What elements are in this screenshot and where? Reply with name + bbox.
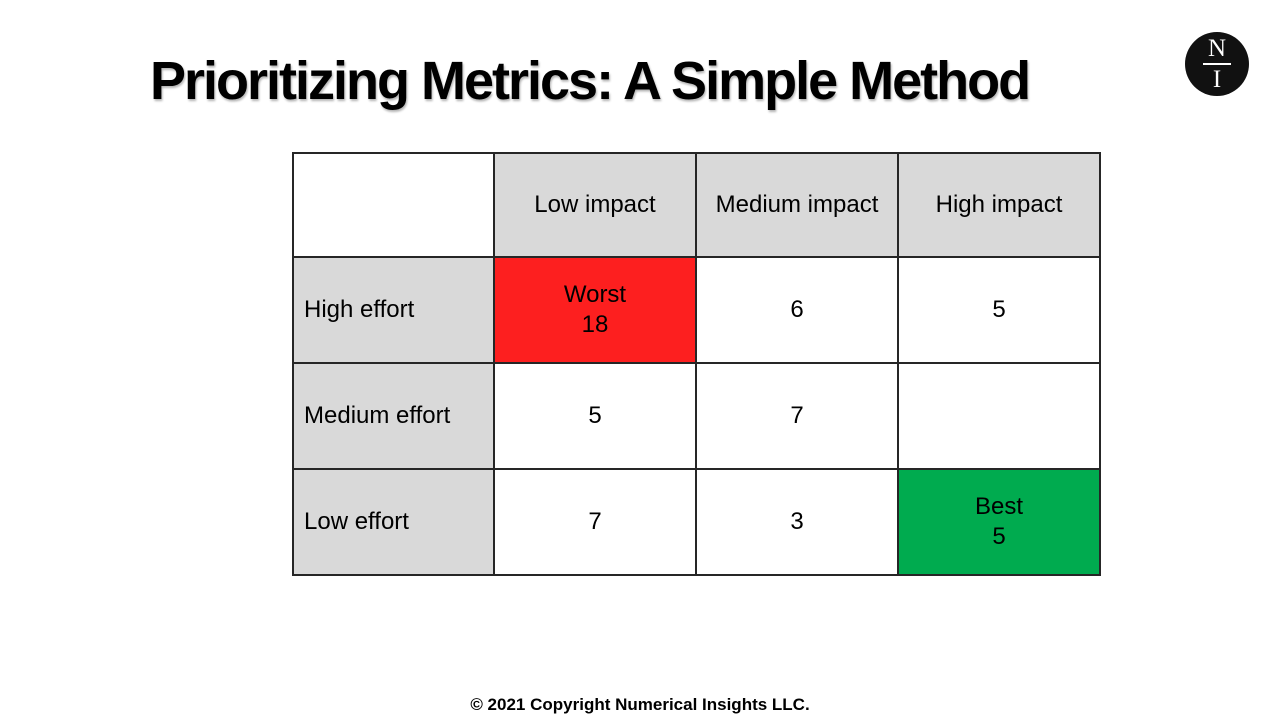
numerical-insights-logo: N I [1185, 32, 1249, 96]
cell-high-effort-low-impact-worst: Worst 18 [493, 256, 697, 364]
cell-low-effort-low-impact: 7 [493, 468, 697, 576]
row-header-medium-effort: Medium effort [292, 362, 495, 470]
row-header-low-effort: Low effort [292, 468, 495, 576]
logo-letter-n: N [1202, 36, 1232, 65]
best-cell-label: Best [974, 493, 1024, 520]
copyright-footer: © 2021 Copyright Numerical Insights LLC. [470, 695, 810, 714]
cell-high-effort-high-impact: 5 [897, 256, 1101, 364]
cell-low-effort-medium-impact: 3 [695, 468, 899, 576]
col-header-low-impact: Low impact [493, 152, 697, 258]
cell-medium-effort-medium-impact: 7 [695, 362, 899, 470]
table-row-high-effort: High effort Worst 18 6 5 [292, 256, 1101, 364]
cell-low-effort-high-impact-best: Best 5 [897, 468, 1101, 576]
page-title: Prioritizing Metrics: A Simple Method [150, 51, 1031, 111]
table-header-row: Low impact Medium impact High impact [292, 152, 1101, 258]
corner-cell [292, 152, 495, 258]
priority-matrix-table: Low impact Medium impact High impact Hig… [292, 152, 1101, 576]
worst-cell-label: Worst [563, 281, 627, 308]
best-cell-value: 5 [992, 523, 1006, 550]
table-row-low-effort: Low effort 7 3 Best 5 [292, 468, 1101, 576]
worst-cell-value: 18 [581, 311, 609, 338]
row-header-high-effort: High effort [292, 256, 495, 364]
col-header-medium-impact: Medium impact [695, 152, 899, 258]
cell-high-effort-medium-impact: 6 [695, 256, 899, 364]
logo-letter-i: I [1212, 66, 1222, 93]
col-header-high-impact: High impact [897, 152, 1101, 258]
cell-medium-effort-low-impact: 5 [493, 362, 697, 470]
cell-medium-effort-high-impact [897, 362, 1101, 470]
table-row-medium-effort: Medium effort 5 7 [292, 362, 1101, 470]
